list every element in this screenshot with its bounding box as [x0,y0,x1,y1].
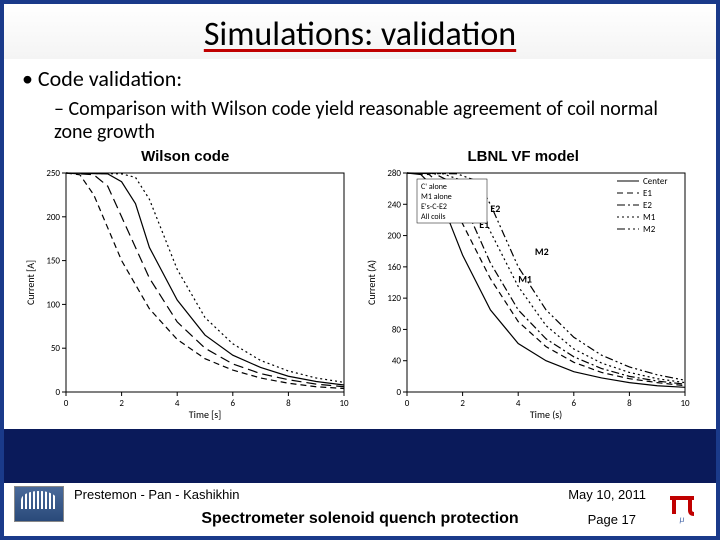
svg-text:8: 8 [627,398,632,409]
svg-text:Time [s]: Time [s] [189,408,221,421]
lbnl-chart-svg: 0 2 4 6 8 10 0 40 80 120 160 200 240 280 Time (s) Curre… [363,167,693,422]
pi-logo-icon: μ [660,482,704,526]
svg-text:E's-C-E2: E's-C-E2 [421,202,447,212]
svg-text:E2: E2 [643,200,652,211]
svg-text:200: 200 [387,231,401,242]
svg-text:2: 2 [460,398,465,409]
chart-right-label: LBNL VF model [468,148,579,165]
svg-text:100: 100 [46,299,60,310]
chart-left-label: Wilson code [141,148,229,165]
svg-text:M1: M1 [518,273,532,286]
svg-text:120: 120 [387,293,401,304]
chart-labels-row: Wilson code LBNL VF model [22,148,698,165]
svg-text:E1: E1 [643,188,652,199]
svg-text:160: 160 [387,262,401,273]
footer-authors: Prestemon - Pan - Kashikhin [74,487,239,502]
svg-text:10: 10 [339,398,349,409]
svg-text:80: 80 [392,324,402,335]
svg-text:M1: M1 [643,212,656,223]
bullet-level2: – Comparison with Wilson code yield reas… [54,98,698,144]
svg-text:E2: E2 [490,202,500,215]
svg-text:280: 280 [387,168,401,179]
footer: Prestemon - Pan - Kashikhin May 10, 2011… [4,483,716,536]
svg-text:4: 4 [175,398,180,409]
footer-date: May 10, 2011 [568,487,646,502]
svg-text:All coils: All coils [421,212,445,222]
svg-text:Center: Center [643,176,667,187]
svg-text:40: 40 [392,356,402,367]
svg-text:0: 0 [55,387,60,398]
svg-text:M1 alone: M1 alone [421,192,452,202]
wilson-chart: 0246810050100150200250Time [s]Current [A… [22,167,357,422]
svg-text:Current [A]: Current [A] [24,260,37,305]
svg-text:M2: M2 [643,224,656,235]
svg-text:0: 0 [405,398,410,409]
svg-text:10: 10 [680,398,690,409]
svg-text:M2: M2 [535,245,549,258]
svg-text:0: 0 [396,387,401,398]
footer-top-row: Prestemon - Pan - Kashikhin May 10, 2011 [4,483,716,504]
svg-text:240: 240 [387,199,401,210]
svg-text:8: 8 [286,398,291,409]
svg-text:Current (A): Current (A) [365,260,378,305]
svg-text:4: 4 [516,398,521,409]
svg-text:0: 0 [64,398,69,409]
svg-text:6: 6 [231,398,236,409]
svg-text:2: 2 [119,398,124,409]
charts-row: 0246810050100150200250Time [s]Current [A… [22,167,698,422]
svg-text:Time (s): Time (s) [530,408,562,421]
svg-text:6: 6 [572,398,577,409]
page-number: Page 17 [588,512,636,527]
slide-title: Simulations: validation [204,14,516,55]
svg-text:μ: μ [680,514,685,525]
content-area: • Code validation: – Comparison with Wil… [4,59,716,429]
svg-text:50: 50 [51,343,61,354]
footer-bottom-row: Spectrometer solenoid quench protection … [4,504,716,536]
bullet-level1: • Code validation: [22,65,698,92]
svg-text:250: 250 [46,168,60,179]
berkeley-logo-icon [14,486,64,522]
svg-text:150: 150 [46,256,60,267]
lbnl-chart: 0 2 4 6 8 10 0 40 80 120 160 200 240 280 Time (s) Curre… [363,167,698,422]
title-bar: Simulations: validation [4,4,716,59]
svg-text:200: 200 [46,212,60,223]
wilson-chart-svg: 0246810050100150200250Time [s]Current [A… [22,167,352,422]
svg-text:C' alone: C' alone [421,182,447,192]
footer-title: Spectrometer solenoid quench protection [201,510,518,528]
